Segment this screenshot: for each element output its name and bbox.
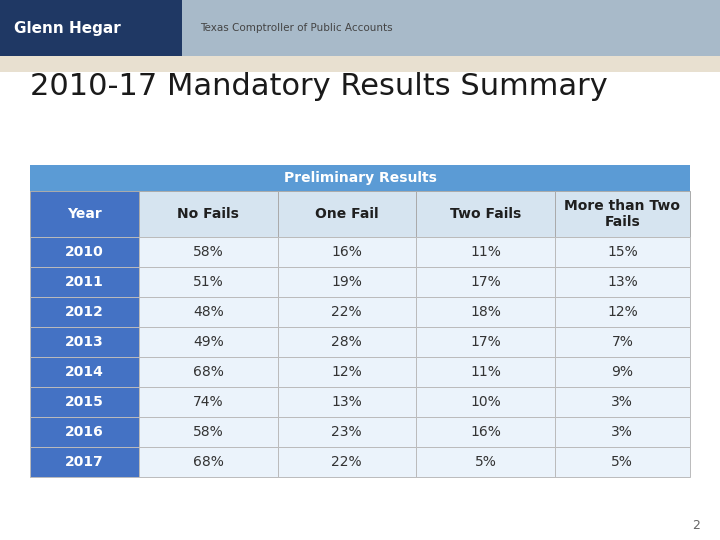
Text: 15%: 15% xyxy=(607,245,638,259)
Text: 13%: 13% xyxy=(331,395,362,409)
FancyBboxPatch shape xyxy=(277,387,416,417)
Text: 11%: 11% xyxy=(470,365,501,379)
FancyBboxPatch shape xyxy=(554,387,690,417)
FancyBboxPatch shape xyxy=(0,56,720,72)
FancyBboxPatch shape xyxy=(30,327,139,357)
Text: 2012: 2012 xyxy=(65,305,104,319)
Text: 2017: 2017 xyxy=(65,455,104,469)
Text: Two Fails: Two Fails xyxy=(450,207,521,221)
Text: 68%: 68% xyxy=(193,365,224,379)
FancyBboxPatch shape xyxy=(277,327,416,357)
FancyBboxPatch shape xyxy=(139,447,277,477)
FancyBboxPatch shape xyxy=(277,237,416,267)
Text: 49%: 49% xyxy=(193,335,224,349)
FancyBboxPatch shape xyxy=(554,297,690,327)
FancyBboxPatch shape xyxy=(416,387,554,417)
FancyBboxPatch shape xyxy=(277,417,416,447)
FancyBboxPatch shape xyxy=(416,417,554,447)
FancyBboxPatch shape xyxy=(277,447,416,477)
FancyBboxPatch shape xyxy=(277,191,416,237)
Text: 5%: 5% xyxy=(474,455,496,469)
Text: 9%: 9% xyxy=(611,365,634,379)
FancyBboxPatch shape xyxy=(139,357,277,387)
FancyBboxPatch shape xyxy=(30,191,139,237)
Text: 22%: 22% xyxy=(331,305,362,319)
FancyBboxPatch shape xyxy=(554,417,690,447)
FancyBboxPatch shape xyxy=(416,297,554,327)
FancyBboxPatch shape xyxy=(139,267,277,297)
FancyBboxPatch shape xyxy=(277,357,416,387)
FancyBboxPatch shape xyxy=(554,327,690,357)
Text: 3%: 3% xyxy=(611,395,634,409)
FancyBboxPatch shape xyxy=(30,357,139,387)
FancyBboxPatch shape xyxy=(0,0,182,56)
FancyBboxPatch shape xyxy=(416,357,554,387)
Text: 12%: 12% xyxy=(607,305,638,319)
Text: 2014: 2014 xyxy=(65,365,104,379)
Text: 16%: 16% xyxy=(470,425,501,439)
Text: 2010-17 Mandatory Results Summary: 2010-17 Mandatory Results Summary xyxy=(30,72,608,101)
FancyBboxPatch shape xyxy=(30,447,139,477)
FancyBboxPatch shape xyxy=(416,447,554,477)
Text: Year: Year xyxy=(67,207,102,221)
FancyBboxPatch shape xyxy=(139,191,277,237)
FancyBboxPatch shape xyxy=(277,297,416,327)
Text: 5%: 5% xyxy=(611,455,634,469)
Text: 2: 2 xyxy=(692,519,700,532)
FancyBboxPatch shape xyxy=(30,297,139,327)
Text: 17%: 17% xyxy=(470,275,501,289)
Text: 3%: 3% xyxy=(611,425,634,439)
Text: 17%: 17% xyxy=(470,335,501,349)
FancyBboxPatch shape xyxy=(30,267,139,297)
Text: 51%: 51% xyxy=(193,275,224,289)
Text: 13%: 13% xyxy=(607,275,638,289)
FancyBboxPatch shape xyxy=(139,327,277,357)
FancyBboxPatch shape xyxy=(416,191,554,237)
Text: 22%: 22% xyxy=(331,455,362,469)
Text: 48%: 48% xyxy=(193,305,224,319)
FancyBboxPatch shape xyxy=(139,417,277,447)
FancyBboxPatch shape xyxy=(182,0,720,56)
Text: 2015: 2015 xyxy=(65,395,104,409)
FancyBboxPatch shape xyxy=(554,237,690,267)
Text: Preliminary Results: Preliminary Results xyxy=(284,171,436,185)
Text: 10%: 10% xyxy=(470,395,501,409)
Text: No Fails: No Fails xyxy=(177,207,239,221)
Text: 11%: 11% xyxy=(470,245,501,259)
FancyBboxPatch shape xyxy=(554,191,690,237)
Text: One Fail: One Fail xyxy=(315,207,379,221)
Text: 58%: 58% xyxy=(193,425,224,439)
Text: 68%: 68% xyxy=(193,455,224,469)
FancyBboxPatch shape xyxy=(277,267,416,297)
Text: Glenn Hegar: Glenn Hegar xyxy=(14,21,121,36)
FancyBboxPatch shape xyxy=(416,327,554,357)
Text: 2011: 2011 xyxy=(65,275,104,289)
FancyBboxPatch shape xyxy=(554,357,690,387)
Text: 2010: 2010 xyxy=(65,245,104,259)
Text: More than Two
Fails: More than Two Fails xyxy=(564,199,680,229)
Text: 28%: 28% xyxy=(331,335,362,349)
Text: 7%: 7% xyxy=(611,335,634,349)
Text: 16%: 16% xyxy=(331,245,362,259)
FancyBboxPatch shape xyxy=(554,267,690,297)
Text: 58%: 58% xyxy=(193,245,224,259)
FancyBboxPatch shape xyxy=(30,237,139,267)
FancyBboxPatch shape xyxy=(416,237,554,267)
FancyBboxPatch shape xyxy=(139,297,277,327)
Text: 18%: 18% xyxy=(470,305,501,319)
FancyBboxPatch shape xyxy=(30,165,690,191)
FancyBboxPatch shape xyxy=(416,267,554,297)
FancyBboxPatch shape xyxy=(30,387,139,417)
Text: 2016: 2016 xyxy=(65,425,104,439)
Text: 2013: 2013 xyxy=(65,335,104,349)
FancyBboxPatch shape xyxy=(139,237,277,267)
Text: 23%: 23% xyxy=(331,425,362,439)
FancyBboxPatch shape xyxy=(554,447,690,477)
Text: Texas Comptroller of Public Accounts: Texas Comptroller of Public Accounts xyxy=(200,23,392,33)
Text: 19%: 19% xyxy=(331,275,362,289)
Text: 74%: 74% xyxy=(193,395,223,409)
FancyBboxPatch shape xyxy=(30,417,139,447)
FancyBboxPatch shape xyxy=(139,387,277,417)
Text: 12%: 12% xyxy=(331,365,362,379)
